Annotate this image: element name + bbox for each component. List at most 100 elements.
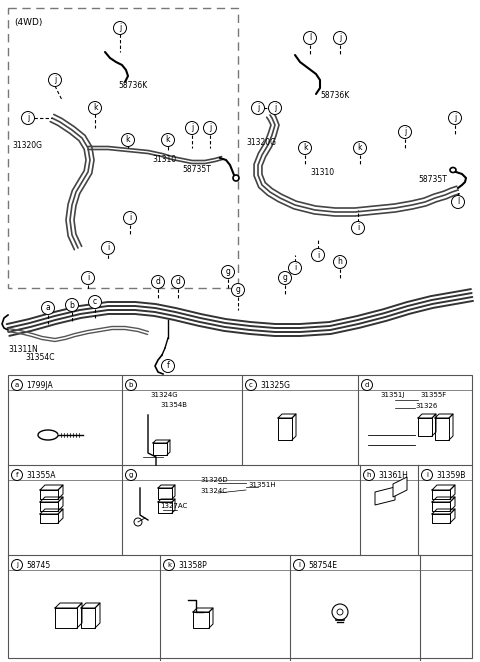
Circle shape <box>152 275 165 289</box>
Text: j: j <box>54 75 56 85</box>
Circle shape <box>82 271 95 285</box>
Bar <box>8 375 472 658</box>
Text: i: i <box>129 214 131 222</box>
Circle shape <box>123 211 136 224</box>
Text: j: j <box>454 113 456 122</box>
Text: j: j <box>404 128 406 136</box>
Text: 31320G: 31320G <box>12 141 42 150</box>
Circle shape <box>361 379 372 391</box>
Text: k: k <box>166 136 170 144</box>
Bar <box>8 8 238 288</box>
Circle shape <box>161 134 175 146</box>
Text: 31325G: 31325G <box>260 381 290 390</box>
Circle shape <box>12 379 23 391</box>
Circle shape <box>312 248 324 261</box>
Text: 58736K: 58736K <box>320 91 349 100</box>
Circle shape <box>252 101 264 115</box>
Text: b: b <box>129 382 133 388</box>
Text: c: c <box>93 297 97 307</box>
Text: 31354B: 31354B <box>160 402 187 408</box>
Text: d: d <box>176 277 180 287</box>
Text: 31355F: 31355F <box>420 392 446 398</box>
Circle shape <box>221 265 235 279</box>
Circle shape <box>101 242 115 254</box>
Text: g: g <box>283 273 288 283</box>
Text: i: i <box>317 250 319 260</box>
Text: k: k <box>358 144 362 152</box>
Text: j: j <box>16 562 18 568</box>
Circle shape <box>245 379 256 391</box>
Circle shape <box>88 295 101 308</box>
Circle shape <box>268 101 281 115</box>
Text: g: g <box>236 285 240 295</box>
Text: b: b <box>70 301 74 310</box>
Text: 58735T: 58735T <box>182 165 211 174</box>
Text: 31361H: 31361H <box>378 471 408 480</box>
Text: 31311N: 31311N <box>8 345 38 354</box>
Circle shape <box>421 469 432 481</box>
Circle shape <box>363 469 374 481</box>
Circle shape <box>398 126 411 138</box>
Text: 31324C: 31324C <box>200 488 227 494</box>
Text: 31351J: 31351J <box>380 392 404 398</box>
Circle shape <box>134 518 142 526</box>
Text: 31351H: 31351H <box>248 482 276 488</box>
Text: j: j <box>119 23 121 32</box>
Text: k: k <box>93 103 97 113</box>
Circle shape <box>171 275 184 289</box>
Text: l: l <box>298 562 300 568</box>
Circle shape <box>351 222 364 234</box>
Circle shape <box>204 122 216 134</box>
Text: (4WD): (4WD) <box>14 18 42 27</box>
Text: k: k <box>167 562 171 568</box>
Text: d: d <box>365 382 369 388</box>
Text: 31326: 31326 <box>415 403 437 409</box>
Circle shape <box>334 32 347 44</box>
Text: j: j <box>274 103 276 113</box>
Circle shape <box>288 261 301 275</box>
Text: i: i <box>426 472 428 478</box>
Circle shape <box>161 359 175 373</box>
Text: i: i <box>107 244 109 252</box>
Circle shape <box>12 469 23 481</box>
Circle shape <box>41 301 55 314</box>
Text: k: k <box>126 136 130 144</box>
Circle shape <box>113 21 127 34</box>
Text: 1799JA: 1799JA <box>26 381 53 390</box>
Polygon shape <box>375 487 395 505</box>
Circle shape <box>332 604 348 620</box>
Circle shape <box>337 609 343 615</box>
Circle shape <box>448 111 461 124</box>
Circle shape <box>278 271 291 285</box>
Text: 31355A: 31355A <box>26 471 56 480</box>
Circle shape <box>299 142 312 154</box>
Text: 31354C: 31354C <box>25 353 55 362</box>
Text: 31358P: 31358P <box>178 561 207 570</box>
Circle shape <box>88 101 101 115</box>
Text: g: g <box>226 267 230 277</box>
Text: 31326D: 31326D <box>200 477 228 483</box>
Circle shape <box>353 142 367 154</box>
Text: f: f <box>16 472 18 478</box>
Circle shape <box>293 559 304 571</box>
Text: f: f <box>167 361 169 371</box>
Polygon shape <box>393 477 407 497</box>
Text: j: j <box>191 124 193 132</box>
Circle shape <box>164 559 175 571</box>
Text: 58754E: 58754E <box>308 561 337 570</box>
Text: 31324G: 31324G <box>150 392 178 398</box>
Text: 31310: 31310 <box>152 155 176 164</box>
Text: 58745: 58745 <box>26 561 50 570</box>
Circle shape <box>125 379 136 391</box>
Text: a: a <box>15 382 19 388</box>
Text: i: i <box>357 224 359 232</box>
Circle shape <box>48 73 61 87</box>
Text: l: l <box>309 34 311 42</box>
Text: 31320G: 31320G <box>246 138 276 147</box>
Text: j: j <box>209 124 211 132</box>
Text: g: g <box>129 472 133 478</box>
Text: j: j <box>257 103 259 113</box>
Text: h: h <box>367 472 371 478</box>
Text: h: h <box>337 258 342 267</box>
Text: l: l <box>457 197 459 207</box>
